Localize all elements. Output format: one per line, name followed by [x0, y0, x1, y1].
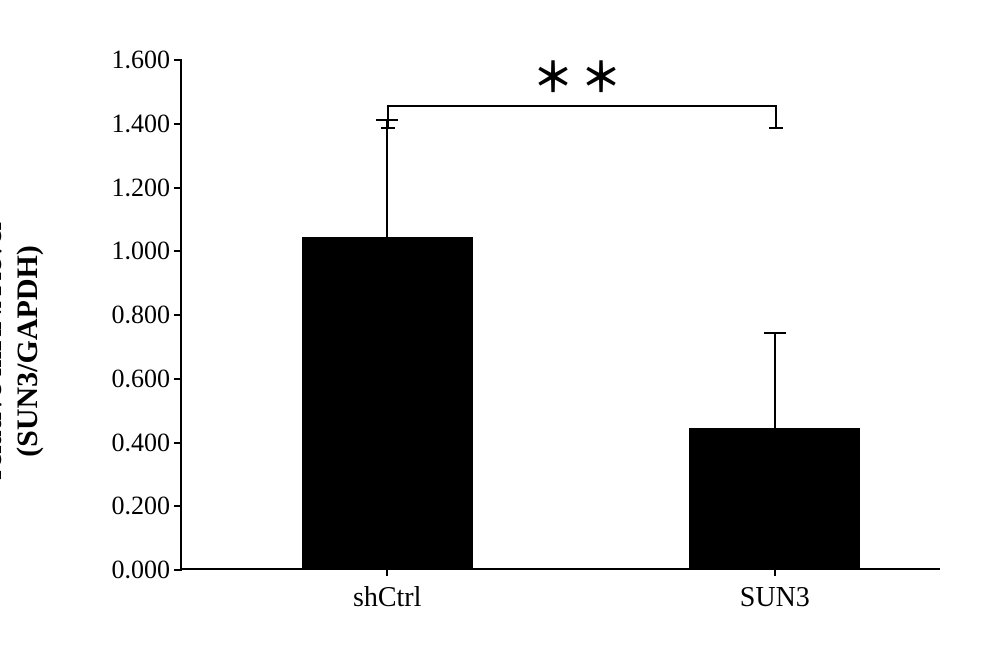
y-tick: [174, 569, 182, 571]
y-tick-label: 0.000: [112, 555, 171, 585]
y-tick-label: 0.600: [112, 364, 171, 394]
y-tick: [174, 314, 182, 316]
y-tick-label: 0.200: [112, 491, 171, 521]
x-tick-label: SUN3: [740, 582, 810, 614]
y-tick: [174, 59, 182, 61]
y-tick-label: 0.400: [112, 428, 171, 458]
bar-sun3: [689, 428, 860, 568]
y-tick-label: 1.000: [112, 236, 171, 266]
x-tick: [386, 568, 388, 576]
error-bar: [386, 119, 388, 237]
error-cap: [764, 332, 786, 334]
significance-label: ＊＊: [533, 45, 629, 103]
plot-area: 0.0000.2000.4000.6000.8001.0001.2001.400…: [180, 60, 940, 570]
significance-bracket-segment: [769, 127, 783, 129]
significance-bracket-segment: [381, 127, 395, 129]
significance-bracket-segment: [775, 105, 777, 127]
y-tick-label: 1.400: [112, 109, 171, 139]
bar-shctrl: [302, 237, 473, 569]
significance-bracket-segment: [387, 105, 389, 127]
y-tick: [174, 187, 182, 189]
x-tick-label: shCtrl: [353, 582, 421, 614]
y-tick: [174, 442, 182, 444]
y-tick: [174, 123, 182, 125]
y-tick: [174, 250, 182, 252]
y-tick: [174, 505, 182, 507]
y-axis-title-line2: (SUN3/GAPDH): [11, 245, 44, 457]
significance-bracket-segment: [387, 105, 777, 107]
chart-container: relative mRNA level (SUN3/GAPDH) 0.0000.…: [0, 0, 1000, 670]
y-tick-label: 1.200: [112, 173, 171, 203]
x-tick: [774, 568, 776, 576]
y-tick: [174, 378, 182, 380]
y-tick-label: 1.600: [112, 45, 171, 75]
y-axis-title-line1: relative mRNA level: [0, 222, 8, 480]
error-bar: [774, 332, 776, 428]
y-tick-label: 0.800: [112, 300, 171, 330]
